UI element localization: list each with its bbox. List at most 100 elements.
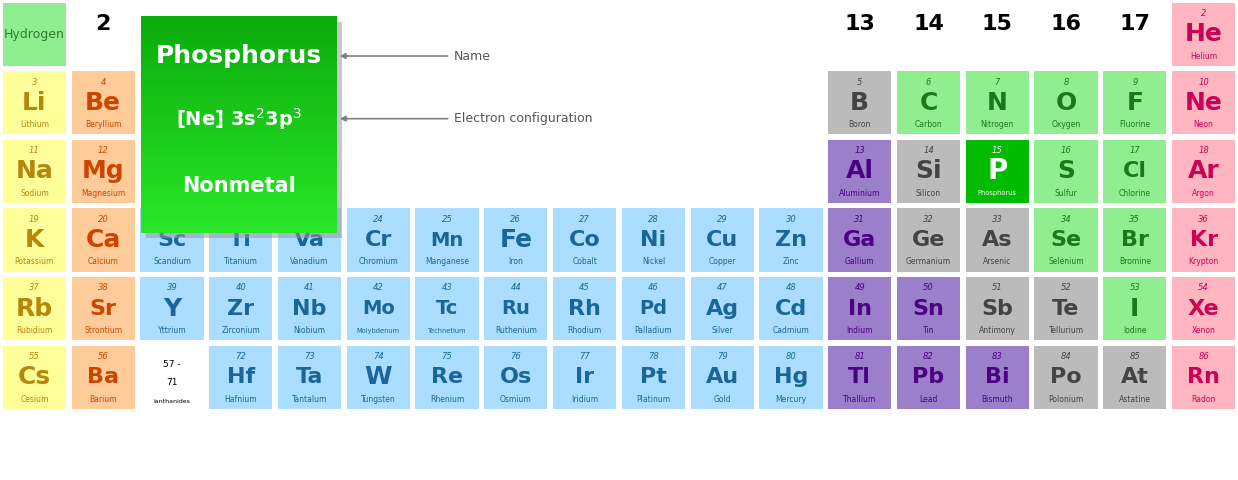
FancyBboxPatch shape (621, 346, 685, 408)
Text: Zr: Zr (227, 299, 254, 319)
Text: 33: 33 (992, 215, 1003, 224)
FancyBboxPatch shape (966, 346, 1029, 408)
Text: Pb: Pb (912, 367, 945, 387)
Text: Palladium: Palladium (635, 326, 672, 335)
Text: 5: 5 (857, 78, 863, 87)
FancyBboxPatch shape (621, 277, 685, 340)
Text: Cesium: Cesium (20, 395, 48, 404)
FancyBboxPatch shape (1103, 208, 1166, 272)
FancyBboxPatch shape (896, 140, 961, 203)
Text: 83: 83 (992, 352, 1003, 361)
Text: 6: 6 (926, 78, 931, 87)
Text: Nickel: Nickel (641, 257, 665, 266)
Text: Y: Y (163, 297, 181, 321)
FancyBboxPatch shape (1035, 346, 1098, 408)
Text: Pd: Pd (639, 299, 667, 318)
Text: 78: 78 (647, 352, 659, 361)
Bar (141, 189, 337, 197)
Bar (141, 16, 337, 24)
Text: Neon: Neon (1193, 120, 1213, 129)
FancyBboxPatch shape (146, 22, 342, 238)
Bar (141, 153, 337, 161)
Text: As: As (982, 230, 1013, 250)
Text: Calcium: Calcium (88, 257, 119, 266)
Text: 85: 85 (1129, 352, 1140, 361)
Text: Radon: Radon (1191, 395, 1216, 404)
Text: Germanium: Germanium (906, 257, 951, 266)
FancyBboxPatch shape (347, 208, 410, 272)
Text: Sulfur: Sulfur (1055, 189, 1077, 198)
Text: Os: Os (500, 367, 532, 387)
Text: Sb: Sb (982, 299, 1013, 319)
Text: Se: Se (1051, 230, 1082, 250)
FancyBboxPatch shape (416, 277, 479, 340)
Text: Rb: Rb (16, 297, 53, 321)
Text: 9: 9 (1132, 78, 1138, 87)
Text: Lead: Lead (920, 395, 937, 404)
Text: Rhenium: Rhenium (430, 395, 464, 404)
Text: Xe: Xe (1187, 299, 1219, 319)
Text: 15: 15 (992, 146, 1003, 156)
Text: 29: 29 (717, 215, 728, 224)
FancyBboxPatch shape (896, 72, 961, 134)
Text: 53: 53 (1129, 284, 1140, 292)
Text: Iron: Iron (509, 257, 524, 266)
Text: Antimony: Antimony (979, 326, 1015, 335)
FancyBboxPatch shape (1172, 208, 1236, 272)
FancyBboxPatch shape (828, 140, 891, 203)
Text: 18: 18 (1198, 146, 1210, 156)
FancyBboxPatch shape (966, 140, 1029, 203)
FancyBboxPatch shape (691, 208, 754, 272)
FancyBboxPatch shape (277, 208, 342, 272)
Text: Rhodium: Rhodium (567, 326, 602, 335)
Text: Sn: Sn (912, 299, 945, 319)
Text: 22: 22 (235, 215, 246, 224)
Text: 43: 43 (442, 284, 452, 292)
Text: Hydrogen: Hydrogen (4, 28, 64, 41)
FancyBboxPatch shape (553, 346, 617, 408)
Text: 45: 45 (579, 284, 591, 292)
Text: 21: 21 (167, 215, 177, 224)
Bar (141, 168, 337, 176)
FancyBboxPatch shape (72, 140, 135, 203)
Text: Vanadium: Vanadium (291, 257, 328, 266)
Text: 24: 24 (373, 215, 384, 224)
FancyBboxPatch shape (416, 208, 479, 272)
Text: Strontium: Strontium (84, 326, 123, 335)
Text: Cobalt: Cobalt (572, 257, 597, 266)
Text: Xenon: Xenon (1192, 326, 1216, 335)
Text: Na: Na (15, 159, 53, 183)
Bar (141, 196, 337, 204)
FancyBboxPatch shape (140, 277, 203, 340)
Text: Ta: Ta (296, 367, 323, 387)
Text: Li: Li (22, 91, 47, 115)
Text: Cadmium: Cadmium (773, 326, 810, 335)
Text: C: C (920, 91, 937, 115)
Text: 8: 8 (1063, 78, 1068, 87)
Text: Tellurium: Tellurium (1049, 326, 1083, 335)
Text: Tungsten: Tungsten (361, 395, 396, 404)
Text: 41: 41 (305, 284, 314, 292)
Text: Chromium: Chromium (359, 257, 399, 266)
Text: Tantalum: Tantalum (292, 395, 327, 404)
FancyBboxPatch shape (896, 277, 961, 340)
FancyBboxPatch shape (277, 346, 342, 408)
Text: 47: 47 (717, 284, 728, 292)
Text: Selenium: Selenium (1049, 257, 1083, 266)
Text: F: F (1127, 91, 1144, 115)
Bar (141, 204, 337, 212)
Text: Ba: Ba (87, 367, 119, 387)
FancyBboxPatch shape (691, 277, 754, 340)
Text: 15: 15 (982, 14, 1013, 34)
Text: 40: 40 (235, 284, 246, 292)
Text: 76: 76 (510, 352, 521, 361)
Bar (141, 225, 337, 233)
Text: Copper: Copper (708, 257, 735, 266)
Text: 2: 2 (1201, 9, 1206, 18)
FancyBboxPatch shape (896, 346, 961, 408)
Bar (141, 24, 337, 32)
Text: Indium: Indium (847, 326, 873, 335)
FancyBboxPatch shape (1172, 140, 1236, 203)
Text: Sc: Sc (157, 230, 187, 250)
Bar (141, 218, 337, 226)
